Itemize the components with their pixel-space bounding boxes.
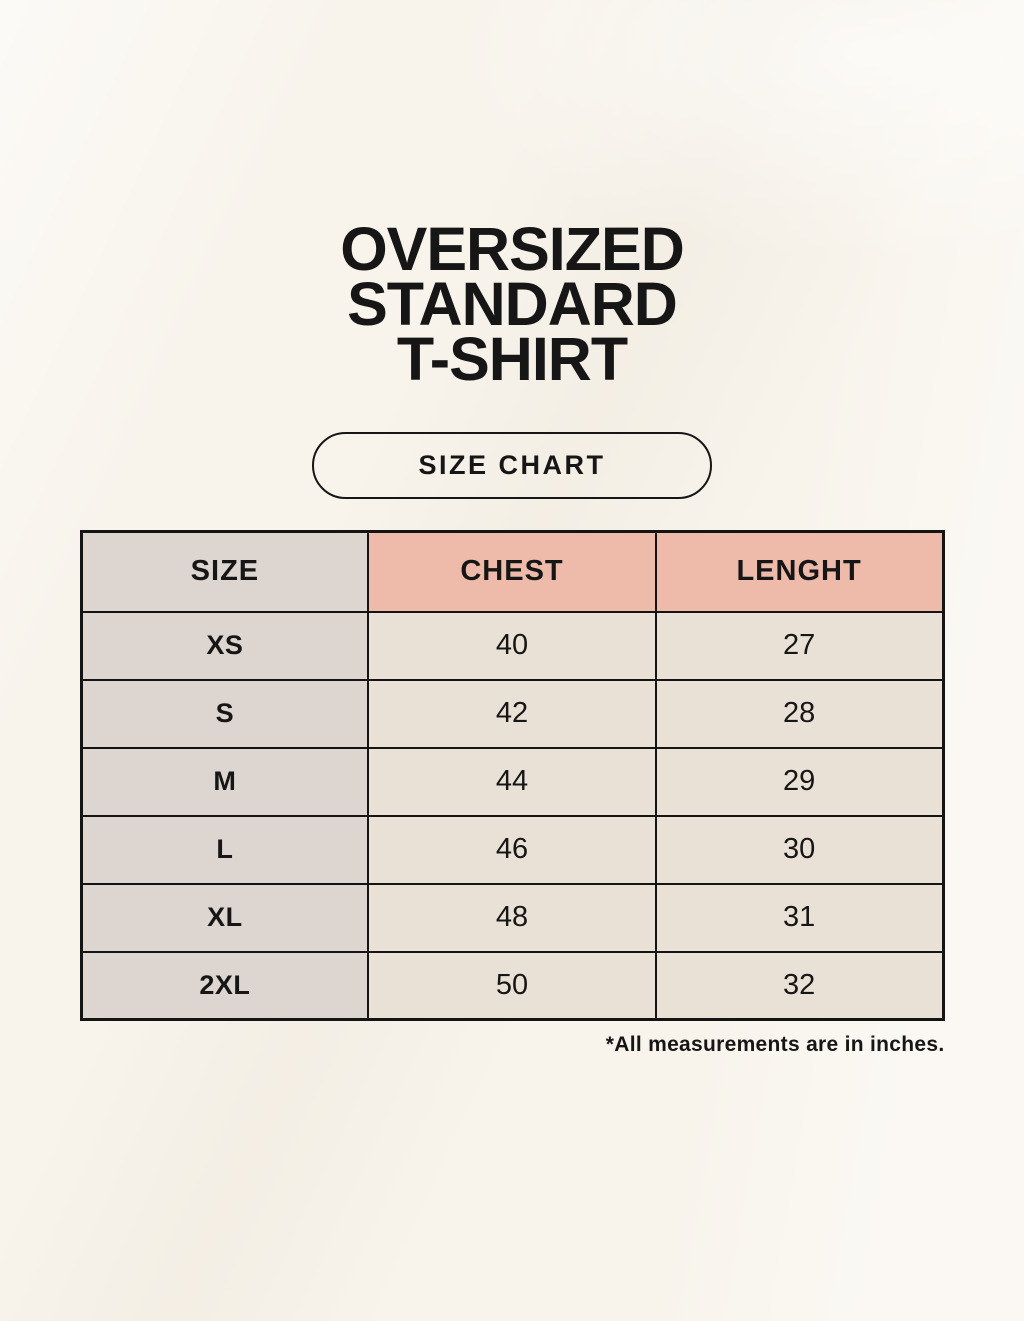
page-title-line-2: STANDARD [347, 270, 678, 338]
size-table-body: XS 40 27 S 42 28 M 44 29 L 46 30 XL 48 [79, 610, 945, 1021]
chest-value: 46 [367, 814, 657, 885]
table-row-xs: XS 40 27 [79, 610, 945, 681]
length-value: 32 [654, 950, 945, 1021]
chest-value: 48 [367, 882, 657, 953]
chest-value: 44 [367, 746, 657, 817]
size-chart-button[interactable]: SIZE CHART [312, 432, 712, 499]
measurements-footnote: *All measurements are in inches. [605, 1033, 945, 1056]
table-row-l: L 46 30 [79, 814, 945, 885]
size-label: XL [79, 882, 370, 953]
column-header-length: LENGHT [654, 530, 945, 613]
size-label: XS [79, 610, 370, 681]
chest-value: 42 [367, 678, 657, 749]
size-chart-button-label: SIZE CHART [418, 450, 606, 480]
page-title-line-3: T-SHIRT [396, 325, 628, 393]
length-value: 31 [654, 882, 945, 953]
page-title-line-1: OVERSIZED [340, 215, 685, 283]
column-header-size: SIZE [79, 530, 370, 613]
length-value: 30 [654, 814, 945, 885]
length-value: 29 [654, 746, 945, 817]
length-value: 28 [654, 678, 945, 749]
table-row-s: S 42 28 [79, 678, 945, 749]
table-row-2xl: 2XL 50 32 [79, 950, 945, 1021]
header-row: SIZE CHEST LENGHT [79, 530, 945, 613]
size-label: S [79, 678, 370, 749]
chest-value: 50 [367, 950, 657, 1021]
length-value: 27 [654, 610, 945, 681]
column-header-chest: CHEST [367, 530, 657, 613]
page-title: OVERSIZED STANDARD T-SHIRT [0, 215, 1024, 393]
size-label: L [79, 814, 370, 885]
chest-value: 40 [367, 610, 657, 681]
table-row-xl: XL 48 31 [79, 882, 945, 953]
size-label: 2XL [79, 950, 370, 1021]
size-table-header: SIZE CHEST LENGHT [79, 530, 945, 613]
size-table: SIZE CHEST LENGHT XS 40 27 S 42 28 M 44 … [79, 530, 945, 1021]
size-label: M [79, 746, 370, 817]
table-row-m: M 44 29 [79, 746, 945, 817]
